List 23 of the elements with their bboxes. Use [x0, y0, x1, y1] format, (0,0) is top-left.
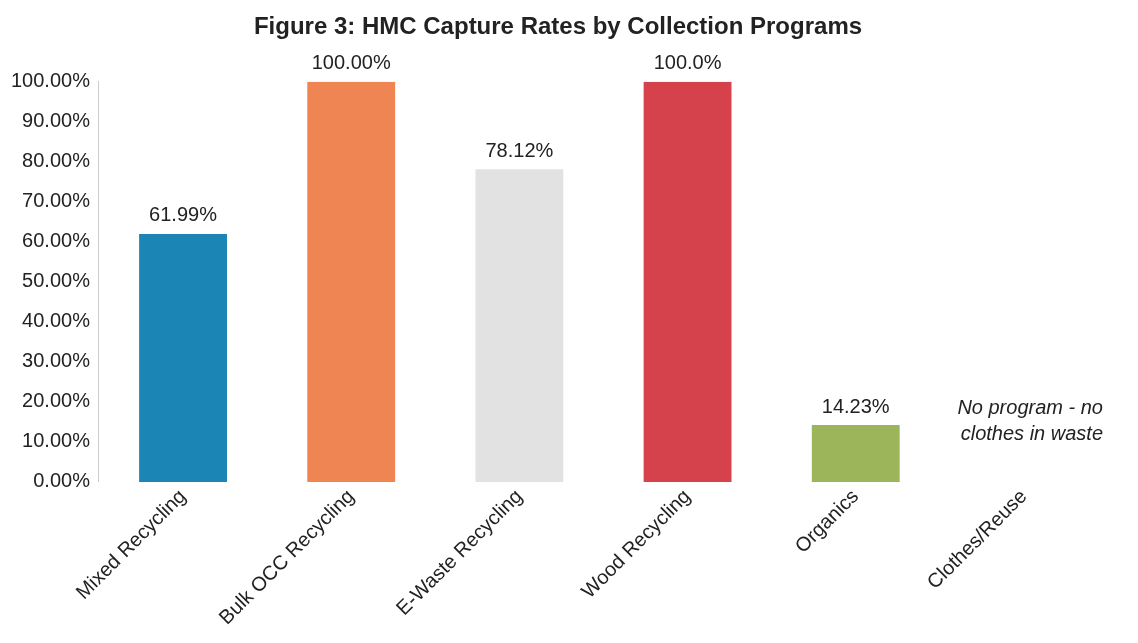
data-label: 14.23%: [821, 394, 890, 417]
y-tick-label: 50.00%: [22, 269, 91, 292]
y-tick-label: 30.00%: [22, 349, 91, 372]
chart-title: Figure 3: HMC Capture Rates by Collection Programs: [253, 12, 863, 40]
y-tick-label: 0.00%: [33, 469, 91, 492]
data-label: 100.00%: [311, 51, 391, 74]
y-tick-label: 70.00%: [22, 189, 91, 212]
bar: [475, 169, 564, 482]
data-label: 78.12%: [485, 138, 554, 161]
y-tick-label: 60.00%: [22, 229, 91, 252]
y-tick-label: 40.00%: [22, 309, 91, 332]
annotation: No program - no clothes in waste: [957, 396, 1103, 445]
bar: [139, 233, 227, 482]
data-label: 100.0%: [653, 51, 722, 74]
y-tick-label: 10.00%: [22, 429, 91, 452]
bar: [811, 424, 900, 482]
bar: [643, 81, 732, 482]
data-label: 61.99%: [149, 203, 218, 226]
y-tick-label: 100.00%: [10, 69, 91, 92]
y-tick-label: 20.00%: [22, 389, 91, 412]
y-tick-label: 90.00%: [22, 109, 91, 132]
y-tick-label: 80.00%: [22, 149, 91, 172]
bar: [307, 81, 396, 482]
